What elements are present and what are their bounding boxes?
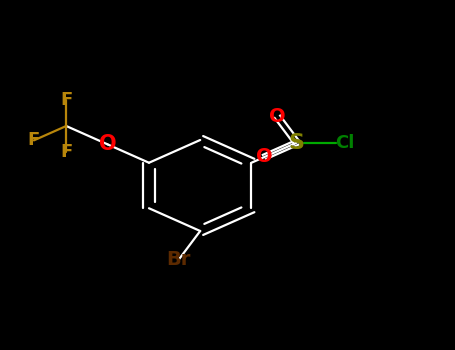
Text: F: F — [60, 91, 72, 109]
Text: S: S — [289, 133, 305, 153]
Text: Br: Br — [167, 250, 191, 269]
Text: Cl: Cl — [335, 134, 354, 152]
Text: O: O — [99, 134, 116, 154]
Text: O: O — [256, 147, 273, 167]
Text: F: F — [60, 143, 72, 161]
Text: F: F — [28, 131, 40, 149]
Text: O: O — [269, 107, 286, 126]
